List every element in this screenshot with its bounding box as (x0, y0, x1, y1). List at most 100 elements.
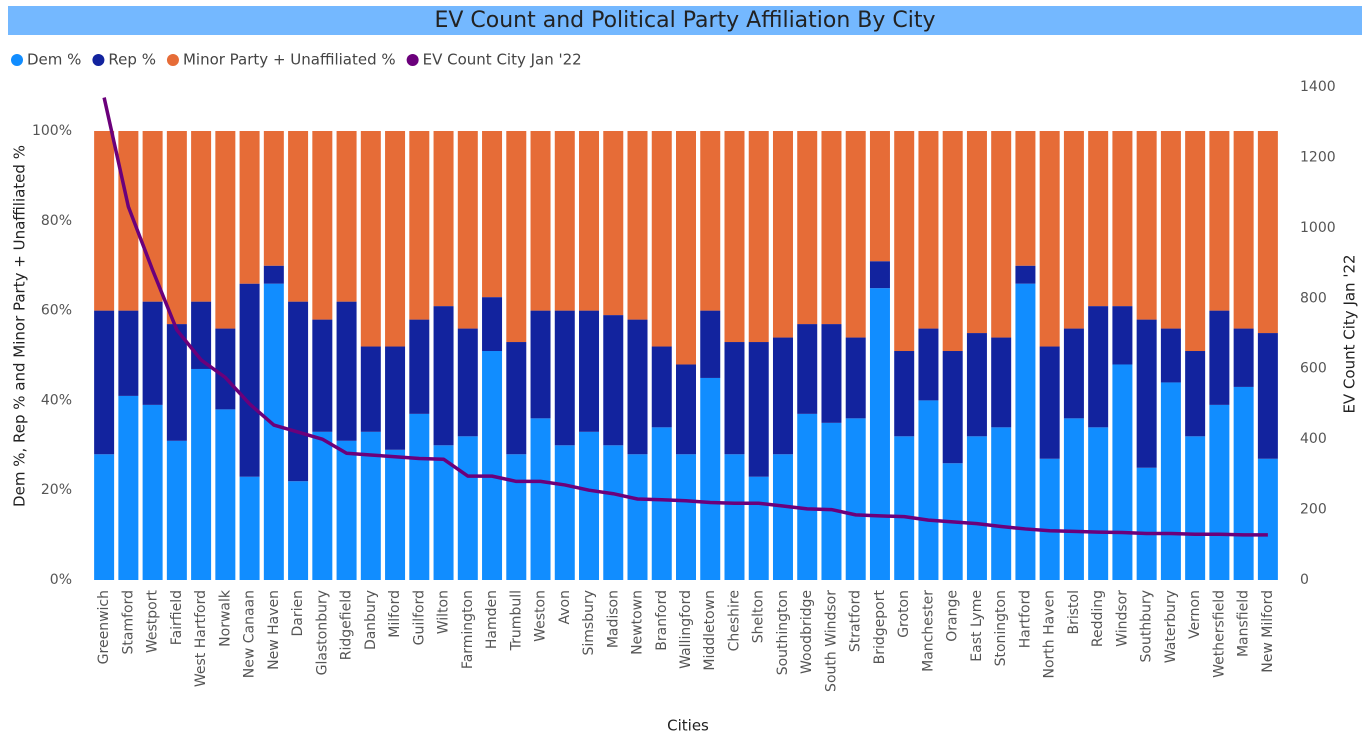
x-tick-label: Newtown (630, 590, 646, 655)
bar-segment (1185, 351, 1206, 437)
bar-segment (312, 431, 333, 580)
x-tick-label: Wallingford (678, 590, 694, 669)
y-tick-label: 60% (41, 303, 72, 319)
bar-segment (700, 310, 721, 378)
y2-axis-title: EV Count City Jan '22 (1341, 254, 1359, 413)
bar-segment (603, 445, 624, 580)
bar-segment (1112, 306, 1133, 365)
bar-segment (772, 131, 793, 338)
bar-segment (360, 131, 381, 347)
bar-segment (772, 337, 793, 455)
bar-segment (482, 131, 503, 298)
bar-segment (409, 319, 430, 414)
y2-tick-label: 0 (1300, 572, 1309, 588)
bar-segment (191, 368, 212, 580)
x-tick-label: Southbury (1139, 590, 1155, 663)
bar-segment (215, 409, 236, 580)
bar-segment (942, 351, 963, 464)
legend-marker (166, 54, 179, 66)
bar-segment (797, 413, 818, 580)
x-tick-label: Manchester (920, 590, 936, 672)
bar-segment (263, 265, 284, 284)
bar-segment (142, 131, 163, 302)
bar-segment (579, 310, 600, 432)
x-tick-label: West Hartford (193, 590, 209, 687)
bar-segment (118, 310, 139, 396)
x-tick-label: Fairfield (169, 590, 185, 645)
bar-segment (530, 418, 551, 580)
line (102, 97, 1268, 537)
y2-tick-label: 200 (1300, 502, 1327, 518)
bar-segment (1063, 418, 1084, 580)
x-tick-label: Darien (290, 590, 306, 637)
bar-segment (1063, 131, 1084, 329)
x-tick-label: Wilton (436, 590, 452, 634)
bar-segment (1136, 319, 1157, 468)
bar-segment (336, 131, 357, 302)
bar-segment (166, 440, 187, 580)
bar-segment (385, 449, 406, 580)
bar-segment (627, 319, 648, 455)
bar-segment (797, 131, 818, 325)
bar-segment (1063, 328, 1084, 419)
x-tick-label: Ridgefield (339, 590, 355, 660)
y-tick-label: 20% (41, 482, 72, 498)
x-tick-label: Stonington (993, 590, 1009, 666)
bar-segment (627, 454, 648, 580)
bar-segment (603, 131, 624, 316)
y-tick-label: 80% (41, 213, 72, 229)
bar-segment (166, 131, 187, 325)
bar-segment (482, 351, 503, 580)
bar-segment (554, 131, 575, 311)
y2-tick-label: 400 (1300, 431, 1327, 447)
legend-marker (406, 54, 419, 66)
bar-segment (385, 346, 406, 450)
bar-segment (845, 418, 866, 580)
bar-segment (288, 131, 309, 302)
x-tick-label: Groton (896, 590, 912, 638)
bar-segment (263, 283, 284, 580)
x-axis-title: Cities (667, 717, 709, 735)
bar-segment (1160, 328, 1181, 383)
bar-segment (1233, 131, 1254, 329)
x-tick-label: Wethersfield (1211, 590, 1227, 678)
x-tick-label: Windsor (1114, 590, 1130, 647)
bar-segment (94, 131, 115, 311)
bar-segment (433, 131, 454, 307)
x-tick-label: Guilford (411, 590, 427, 645)
bar-segment (821, 324, 842, 423)
y2-tick-label: 1200 (1300, 149, 1336, 165)
legend-marker (11, 54, 23, 66)
x-tick-label: East Lyme (969, 590, 985, 662)
bar-segment (1088, 427, 1109, 580)
y-tick-label: 0% (50, 572, 72, 588)
bar-segment (991, 131, 1012, 338)
x-tick-label: Hamden (484, 590, 500, 649)
bar-segment (579, 131, 600, 311)
bar-segment (312, 131, 333, 320)
bar-segment (772, 454, 793, 580)
x-tick-label: Trumbull (508, 590, 524, 651)
bar-segment (457, 436, 478, 580)
bar-segment (724, 342, 745, 455)
x-tick-label: Vernon (1187, 590, 1203, 639)
x-tick-label: Hartford (1017, 590, 1033, 648)
bar-segment (700, 377, 721, 580)
bar-segment (1185, 131, 1206, 352)
bar-segment (1136, 131, 1157, 320)
bar-segment (1209, 404, 1230, 580)
x-tick-label: Cheshire (726, 590, 742, 651)
bar-segment (1015, 265, 1036, 284)
bar-segment (627, 131, 648, 320)
bar-segment (966, 131, 987, 334)
x-tick-label: Mansfield (1236, 590, 1252, 657)
bar-segment (869, 288, 890, 580)
x-tick-label: Orange (945, 590, 961, 642)
bar-segment (1015, 131, 1036, 266)
legend-label: Dem % (27, 51, 81, 69)
bar-segment (700, 131, 721, 311)
bar-segment (651, 427, 672, 580)
bar-segment (1160, 382, 1181, 580)
bar-segment (360, 346, 381, 432)
